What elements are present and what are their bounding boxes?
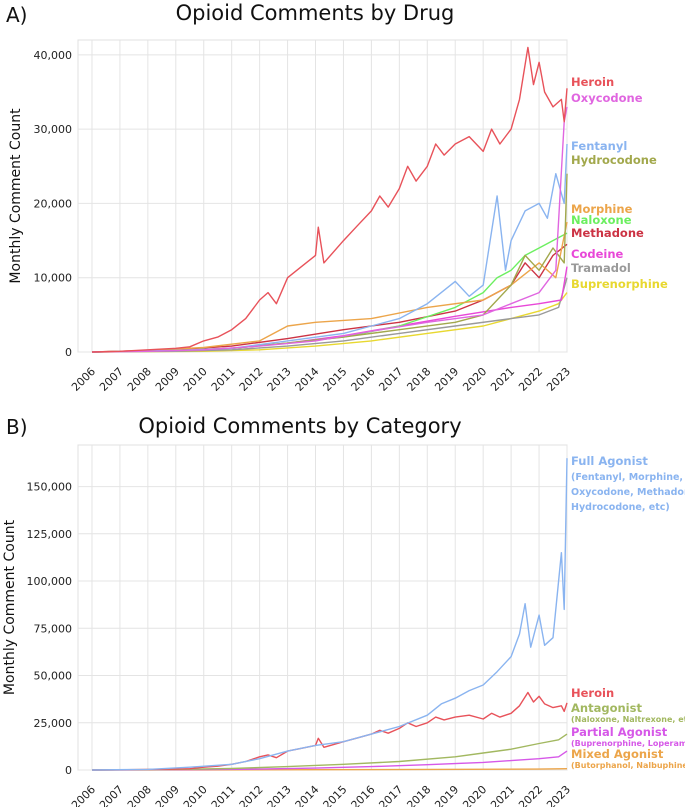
- series-sublabel: (Butorphanol, Nalbuphine, etc): [571, 761, 685, 770]
- x-tick-label: 2018: [404, 783, 433, 807]
- y-tick-label: 150,000: [27, 481, 73, 494]
- x-tick-label: 2019: [432, 783, 461, 807]
- series-line-fentanyl: [91, 143, 568, 353]
- series-sublabel: Hydrocodone, etc): [571, 502, 670, 513]
- x-tick-label: 2009: [153, 365, 182, 394]
- x-tick-label: 2008: [125, 783, 154, 807]
- y-tick-label: 10,000: [34, 272, 73, 285]
- series-label-morphine: Morphine: [571, 202, 633, 216]
- plot-area: [77, 444, 568, 771]
- x-tick-label: 2018: [404, 365, 433, 394]
- x-tick-label: 2020: [460, 365, 489, 394]
- series-line-heroin: [91, 46, 568, 353]
- series-line-partial-agonist: [91, 750, 568, 771]
- x-tick-label: 2012: [237, 783, 266, 807]
- series-line-morphine: [91, 221, 568, 353]
- x-tick-label: 2017: [376, 783, 405, 807]
- x-tick-label: 2021: [488, 783, 517, 807]
- chart-title: Opioid Comments by Drug: [176, 1, 455, 25]
- x-tick-label: 2007: [97, 783, 126, 807]
- series-label-fentanyl: Fentanyl: [571, 139, 627, 153]
- x-tick-label: 2017: [376, 365, 405, 394]
- x-tick-label: 2015: [321, 783, 350, 807]
- panel-a: 0 10,000 20,000 30,000 40,000 200620072008200…: [6, 1, 668, 394]
- series-label-full-agonist: Full Agonist: [571, 454, 648, 468]
- y-axis-label: Monthly Comment Count: [2, 519, 18, 695]
- series-line-methadone: [91, 243, 568, 353]
- x-tick-label: 2006: [69, 365, 98, 394]
- x-tick-label: 2016: [349, 783, 378, 807]
- series-sublabel: (Naloxone, Naltrexone, etc): [571, 715, 685, 724]
- panel-letter: A): [6, 3, 27, 27]
- x-tick-label: 2021: [488, 365, 517, 394]
- x-tick-label: 2023: [544, 783, 573, 807]
- x-tick-label: 2007: [97, 365, 126, 394]
- x-tick-label: 2013: [265, 365, 294, 394]
- series-label-tramadol: Tramadol: [571, 261, 631, 275]
- y-tick-label: 20,000: [34, 197, 73, 210]
- series-label-heroin: Heroin: [571, 75, 614, 89]
- x-tick-label: 2011: [209, 783, 238, 807]
- series-sublabel: Oxycodone, Methadone,: [571, 487, 685, 498]
- x-tick-label: 2012: [237, 365, 266, 394]
- series-label-buprenorphine: Buprenorphine: [571, 277, 668, 291]
- series-label-heroin: Heroin: [571, 686, 614, 700]
- series-label-partial-agonist: Partial Agonist: [571, 725, 668, 739]
- x-tick-label: 2013: [265, 783, 294, 807]
- panel-b: 0 25,000 50,000 75,000 100,000 125,000 150,000…: [2, 414, 685, 807]
- series-sublabel: (Buprenorphine, Loperamide): [571, 739, 685, 748]
- series-sublabel: (Fentanyl, Morphine,: [571, 472, 683, 483]
- y-tick-label: 30,000: [34, 123, 73, 136]
- plot-area: [77, 39, 568, 353]
- x-tick-label: 2022: [516, 783, 545, 807]
- x-tick-label: 2022: [516, 365, 545, 394]
- y-axis-label: Monthly Comment Count: [8, 108, 24, 284]
- series-label-mixed-agonist: Mixed Agonist: [571, 747, 664, 761]
- x-tick-label: 2019: [432, 365, 461, 394]
- series-line-buprenorphine: [91, 292, 568, 353]
- chart-title: Opioid Comments by Category: [138, 414, 461, 438]
- series-line-full-agonist: [91, 458, 568, 771]
- x-tick-label: 2014: [293, 783, 322, 807]
- series-label-codeine: Codeine: [571, 247, 624, 261]
- x-tick-label: 2023: [544, 365, 573, 394]
- y-tick-label: 0: [65, 346, 72, 359]
- y-tick-label: 100,000: [27, 575, 73, 588]
- x-tick-label: 2015: [321, 365, 350, 394]
- y-tick-label: 0: [65, 764, 72, 777]
- y-tick-label: 25,000: [34, 717, 73, 730]
- series-line-antagonist: [91, 733, 568, 771]
- x-tick-label: 2010: [181, 365, 210, 394]
- series-label-hydrocodone: Hydrocodone: [571, 153, 657, 167]
- x-tick-label: 2014: [293, 365, 322, 394]
- series-label-methadone: Methadone: [571, 226, 644, 240]
- x-tick-label: 2010: [181, 783, 210, 807]
- series-label-oxycodone: Oxycodone: [571, 91, 643, 105]
- series-label-antagonist: Antagonist: [571, 701, 642, 715]
- panel-letter: B): [6, 415, 28, 439]
- series-line-tramadol: [91, 277, 568, 353]
- x-tick-label: 2009: [153, 783, 182, 807]
- series-line-oxycodone: [91, 106, 568, 353]
- y-tick-label: 40,000: [34, 49, 73, 62]
- y-tick-label: 75,000: [34, 622, 73, 635]
- y-tick-label: 50,000: [34, 670, 73, 683]
- x-tick-label: 2011: [209, 365, 238, 394]
- series-label-naloxone: Naloxone: [571, 213, 632, 227]
- x-tick-label: 2008: [125, 365, 154, 394]
- y-tick-label: 125,000: [27, 528, 73, 541]
- x-tick-label: 2016: [349, 365, 378, 394]
- x-tick-label: 2006: [69, 783, 98, 807]
- x-tick-label: 2020: [460, 783, 489, 807]
